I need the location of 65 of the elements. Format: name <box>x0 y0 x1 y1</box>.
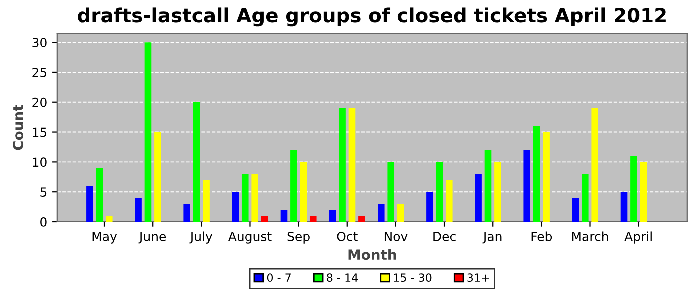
bar <box>388 162 394 222</box>
x-tick-label: July <box>190 232 213 244</box>
chart-title: drafts-lastcall Age groups of closed tickets April 2012 <box>78 8 666 27</box>
bar <box>533 126 540 222</box>
x-tick-label: Jan <box>482 232 502 244</box>
y-tick-label: 20 <box>32 98 47 108</box>
y-tick-label: 15 <box>33 128 47 138</box>
bar <box>252 174 258 222</box>
bar <box>261 216 268 222</box>
bar <box>426 192 434 222</box>
bar <box>348 108 356 222</box>
y-tick-label: 30 <box>32 38 47 48</box>
x-tick-label: April <box>624 232 652 244</box>
y-tick-label: 25 <box>32 68 47 78</box>
bar <box>592 108 599 222</box>
bar <box>582 174 589 222</box>
bar <box>96 168 104 222</box>
bar <box>184 204 190 222</box>
legend-label: 0 - 7 <box>267 274 291 282</box>
bar <box>378 204 385 222</box>
bar <box>135 198 142 222</box>
x-tick-label: Oct <box>337 232 358 242</box>
bar <box>484 150 492 222</box>
bar <box>300 162 308 222</box>
bar <box>543 132 550 222</box>
x-tick-label: March <box>572 232 608 242</box>
x-tick-label: Feb <box>532 232 552 242</box>
y-tick-label: 10 <box>33 158 47 168</box>
legend-label: 31+ <box>468 274 490 282</box>
bar <box>144 42 152 222</box>
legend-label: 8 - 14 <box>327 274 358 282</box>
x-axis-title: Month <box>348 249 396 260</box>
bar <box>339 108 346 222</box>
bar <box>630 156 638 222</box>
bar <box>329 210 336 222</box>
bar <box>620 192 628 222</box>
bar <box>446 180 453 222</box>
bar <box>494 162 502 222</box>
y-tick-label: 0 <box>40 217 47 227</box>
bar <box>232 192 240 222</box>
bar <box>290 150 298 222</box>
bar <box>436 162 444 222</box>
bar <box>310 216 317 222</box>
bar <box>397 204 404 222</box>
bar <box>524 150 531 222</box>
bar <box>106 216 113 222</box>
y-axis-title: Count <box>13 105 24 150</box>
x-tick-label: Sep <box>288 232 310 244</box>
x-tick-label: June <box>138 232 166 244</box>
bar <box>193 102 200 222</box>
bar <box>475 174 482 222</box>
bar <box>640 162 648 222</box>
x-tick-label: Dec <box>434 232 456 242</box>
bar <box>86 186 94 222</box>
y-tick-label: 5 <box>40 188 47 198</box>
x-tick-label: August <box>228 232 272 244</box>
bar <box>280 210 288 222</box>
bar <box>154 132 162 222</box>
bar <box>358 216 366 222</box>
legend-label: 15 - 30 <box>394 274 432 282</box>
x-tick-label: May <box>92 232 118 244</box>
bar <box>242 174 249 222</box>
bar <box>203 180 210 222</box>
x-tick-label: Nov <box>384 232 408 242</box>
bar <box>572 198 580 222</box>
